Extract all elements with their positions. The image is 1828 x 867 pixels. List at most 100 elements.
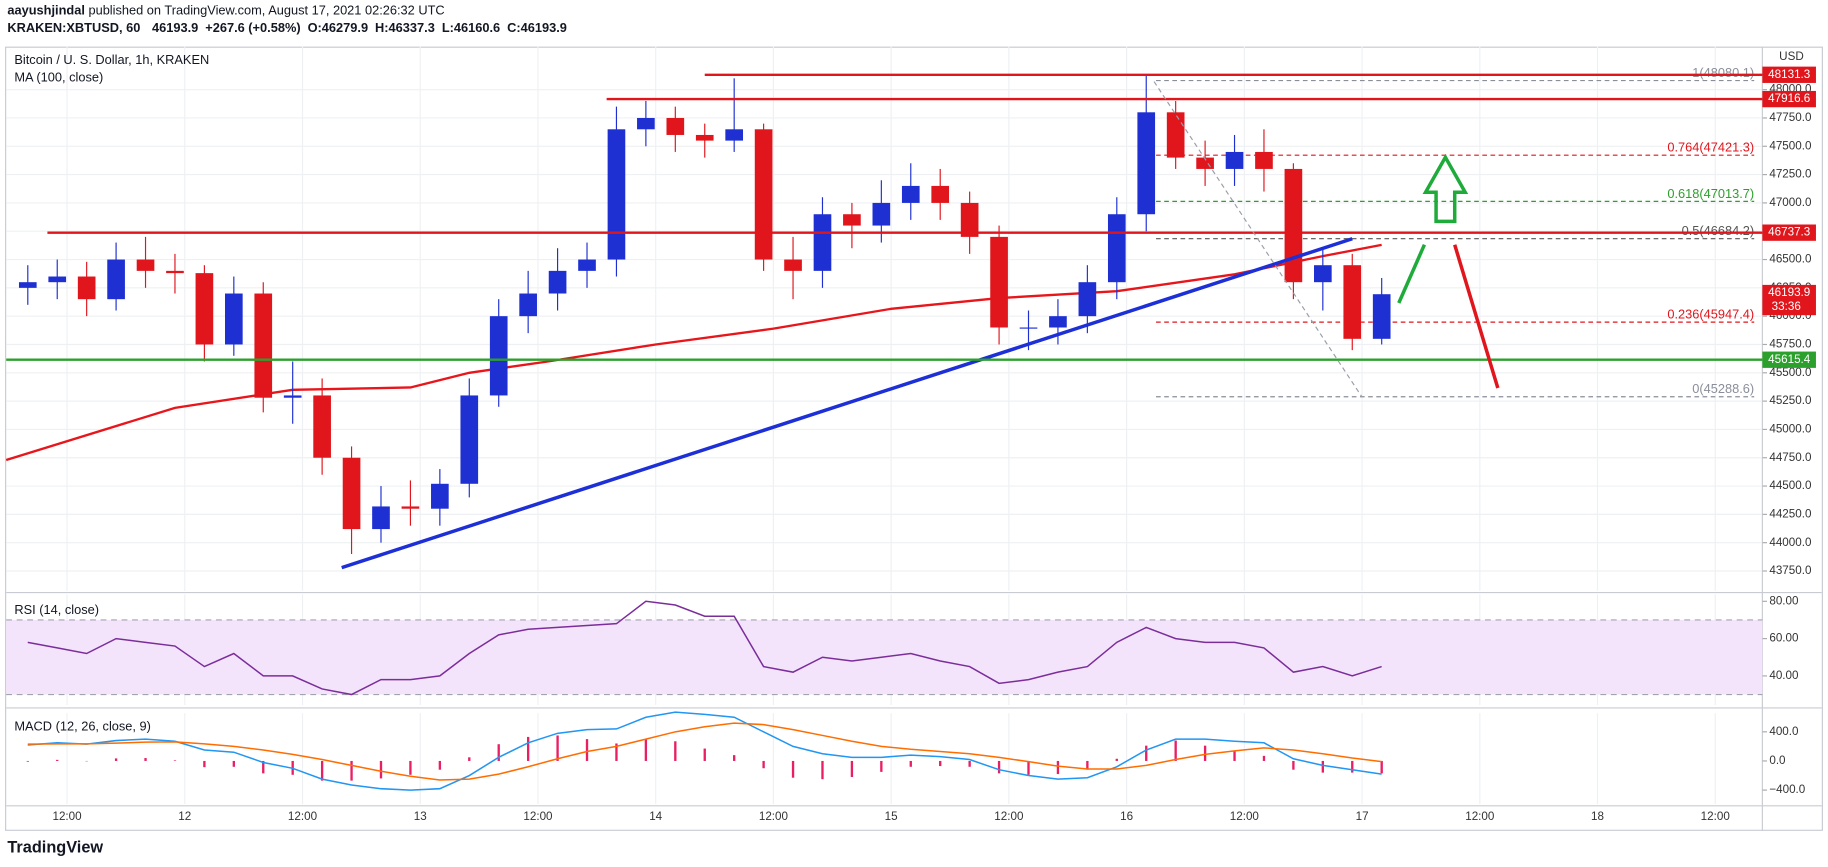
candle-body: [1343, 265, 1362, 339]
histogram-bar: [203, 760, 206, 768]
histogram-bar: [997, 760, 1001, 774]
y-tick-label: 44750.0: [1769, 451, 1812, 464]
histogram-bar: [556, 735, 559, 761]
histogram-bar: [1233, 751, 1236, 761]
fib-label: 0.5(46684.2): [1682, 223, 1755, 238]
level-label: 48131.3: [1768, 68, 1810, 81]
level-badge: [1762, 66, 1816, 83]
candle-body: [18, 282, 37, 288]
histogram-bar: [1145, 745, 1148, 761]
histogram-bar: [468, 757, 471, 761]
y-tick-label: 44000.0: [1769, 536, 1812, 549]
candle-body: [107, 259, 125, 300]
level-badge: [1762, 224, 1816, 241]
candle-body: [1166, 112, 1185, 158]
last: 46193.9: [152, 21, 198, 36]
histogram-bar: [703, 748, 706, 761]
candle-body: [166, 270, 184, 274]
countdown: 33:36: [1772, 300, 1801, 313]
level-badge: [1762, 351, 1816, 368]
candle-body: [1078, 282, 1097, 317]
y-tick-label: −400.0: [1769, 783, 1805, 796]
open: O:46279.9: [308, 21, 368, 36]
candle-body: [313, 395, 331, 458]
x-tick-label: 12:00: [1701, 810, 1731, 823]
x-tick-label: 12:00: [1465, 810, 1495, 823]
x-tick-label: 12:00: [994, 810, 1024, 823]
candle-body: [1313, 265, 1332, 283]
histogram-bar: [144, 758, 147, 761]
histogram-bar: [114, 758, 118, 761]
y-tick-label: 45500.0: [1769, 366, 1812, 379]
histogram-bar: [1086, 760, 1089, 770]
fib-trend: [1153, 81, 1362, 397]
candle-body: [1196, 157, 1214, 169]
frame: [5, 46, 1823, 831]
candle-body: [283, 395, 302, 398]
fib-label: 0.618(47013.7): [1667, 186, 1754, 201]
histogram-bar: [850, 760, 854, 777]
histogram-bar: [585, 739, 589, 761]
ma-name: MA (100, close): [14, 69, 103, 84]
y-tick-label: 0.0: [1769, 754, 1786, 767]
candle-body: [548, 270, 567, 294]
candle-body: [725, 129, 744, 141]
histogram-bar: [1056, 760, 1060, 775]
pane-title: MACD (12, 26, close, 9): [14, 719, 151, 734]
candle-body: [931, 185, 950, 203]
published: published on TradingView.com, August 17,…: [85, 3, 445, 18]
currency: USD: [1779, 50, 1804, 63]
x-tick-label: 12:00: [52, 810, 82, 823]
x-tick-label: 12:00: [523, 810, 553, 823]
y-tick-label: 47000.0: [1769, 196, 1812, 209]
y-tick-label: 44250.0: [1769, 507, 1812, 520]
candle-body: [1372, 294, 1391, 339]
candle-body: [1107, 214, 1126, 283]
x-tick-label: 17: [1356, 810, 1369, 823]
histogram-bar: [909, 760, 912, 767]
candle-body: [195, 273, 214, 345]
macd-line: [27, 722, 1382, 781]
histogram-bar: [320, 760, 324, 781]
histogram-bar: [173, 760, 177, 761]
x-tick-label: 18: [1591, 810, 1604, 823]
candle-body: [342, 457, 361, 530]
histogram-bar: [438, 760, 442, 770]
y-tick-label: 400.0: [1769, 725, 1799, 738]
x-tick-label: 12:00: [288, 810, 318, 823]
candle-body: [872, 202, 891, 226]
candle-body: [1137, 112, 1156, 215]
candle-body: [960, 202, 979, 237]
y-tick-label: 44500.0: [1769, 479, 1812, 492]
candle-body: [637, 117, 655, 130]
histogram-bar: [232, 760, 235, 767]
price-badge: [1762, 284, 1816, 316]
histogram-bar: [791, 760, 795, 778]
price-label: 46193.9: [1768, 286, 1810, 299]
candle-body: [1049, 316, 1067, 328]
histogram-bar: [1321, 760, 1324, 773]
level-label: 47916.6: [1768, 92, 1810, 105]
candle-body: [607, 129, 626, 260]
high: H:46337.3: [375, 21, 435, 36]
histogram-bar: [262, 760, 265, 774]
level-badge: [1762, 90, 1816, 108]
candle-body: [401, 506, 420, 509]
histogram-bar: [968, 760, 971, 767]
y-tick-label: 60.00: [1769, 632, 1799, 645]
candle-body: [136, 259, 155, 271]
histogram-bar: [56, 759, 59, 761]
quote-line: KRAKEN:XBTUSD, 60 46193.9 +267.6 (+0.58%) O…: [7, 21, 567, 36]
histogram-bar: [644, 739, 648, 761]
y-tick-label: 80.00: [1769, 594, 1799, 607]
histogram-bar: [733, 755, 736, 761]
y-tick-label: 45000.0: [1769, 423, 1812, 436]
histogram-bar: [1027, 760, 1030, 775]
logo: TradingView: [7, 839, 103, 857]
down-stroke: [1453, 244, 1500, 389]
candle-body: [489, 316, 508, 396]
candle-body: [813, 214, 832, 271]
up-stroke: [1397, 244, 1427, 304]
trendline: [341, 237, 1353, 570]
